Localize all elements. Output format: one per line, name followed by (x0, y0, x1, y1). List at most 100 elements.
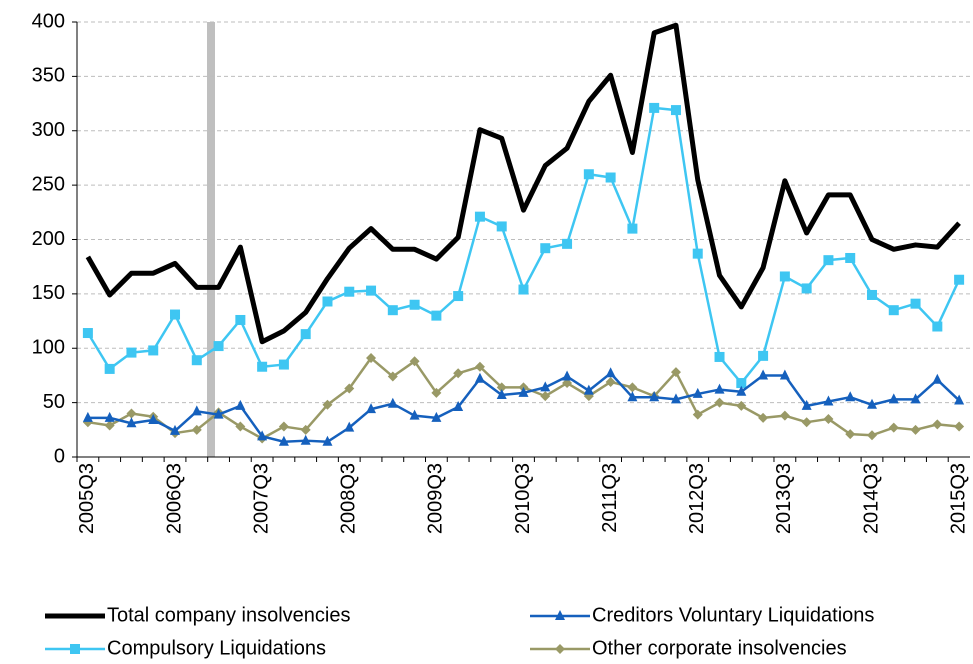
point-marker (518, 386, 529, 397)
point-marker (409, 299, 420, 310)
point-marker (845, 252, 856, 263)
point-marker (779, 410, 790, 421)
point-marker (322, 399, 333, 410)
point-marker (649, 391, 660, 402)
point-marker (779, 271, 790, 282)
point-marker (692, 248, 703, 259)
point-marker (387, 371, 398, 382)
point-marker (801, 417, 812, 428)
point-marker (954, 421, 965, 432)
point-marker (736, 378, 747, 389)
point-marker (409, 409, 420, 420)
point-marker (932, 321, 943, 332)
point-marker (366, 403, 377, 414)
x-tick-label: 2007Q3 (250, 463, 272, 534)
point-marker (322, 435, 333, 446)
point-marker (888, 393, 899, 404)
point-marker (888, 305, 899, 316)
y-tick-label: 100 (32, 337, 65, 359)
point-marker (866, 289, 877, 300)
point-marker (518, 284, 529, 295)
point-marker (932, 419, 943, 430)
point-marker (714, 383, 725, 394)
point-marker (496, 382, 507, 393)
point-marker (387, 397, 398, 408)
point-marker (257, 361, 268, 372)
point-marker (670, 367, 681, 378)
point-marker (758, 369, 769, 380)
legend-marker (555, 610, 565, 620)
point-marker (235, 421, 246, 432)
point-marker (344, 286, 355, 297)
point-marker (104, 411, 115, 422)
point-marker (583, 169, 594, 180)
point-marker (823, 413, 834, 424)
point-marker (540, 391, 551, 402)
point-marker (801, 399, 812, 410)
point-marker (692, 387, 703, 398)
point-marker (300, 434, 311, 445)
point-marker (278, 421, 289, 432)
x-tick-label: 2015Q3 (947, 463, 969, 534)
point-marker (736, 385, 747, 396)
y-tick-label: 200 (32, 228, 65, 250)
legend-label: Creditors Voluntary Liquidations (592, 604, 874, 626)
point-marker (562, 238, 573, 249)
point-marker (540, 381, 551, 392)
point-marker (300, 424, 311, 435)
legend-marker (70, 644, 80, 654)
point-marker (474, 211, 485, 222)
point-marker (496, 389, 507, 400)
point-marker (104, 363, 115, 374)
point-marker (758, 350, 769, 361)
x-tick-label: 2010Q3 (512, 463, 534, 534)
point-marker (954, 274, 965, 285)
x-tick-label: 2008Q3 (338, 463, 360, 534)
point-marker (235, 314, 246, 325)
point-marker (866, 398, 877, 409)
point-marker (605, 376, 616, 387)
point-marker (322, 296, 333, 307)
point-marker (823, 395, 834, 406)
point-marker (431, 310, 442, 321)
legend-label: Other corporate insolvencies (592, 637, 847, 659)
point-marker (910, 298, 921, 309)
legend-label: Total company insolvencies (107, 604, 350, 626)
point-marker (888, 422, 899, 433)
point-marker (191, 355, 202, 366)
legend-label: Compulsory Liquidations (107, 637, 326, 659)
point-marker (954, 394, 965, 405)
point-marker (213, 341, 224, 352)
point-marker (823, 255, 834, 266)
x-tick-label: 2011Q3 (599, 463, 621, 533)
point-marker (104, 420, 115, 431)
point-marker (148, 345, 159, 356)
point-marker (453, 291, 464, 302)
point-marker (605, 172, 616, 183)
point-marker (562, 370, 573, 381)
y-tick-label: 250 (32, 173, 65, 195)
point-marker (605, 367, 616, 378)
point-marker (82, 411, 93, 422)
point-marker (366, 353, 377, 364)
point-marker (278, 435, 289, 446)
point-marker (801, 283, 812, 294)
point-marker (453, 368, 464, 379)
point-marker (845, 429, 856, 440)
y-tick-label: 0 (54, 445, 65, 467)
point-marker (670, 393, 681, 404)
point-marker (910, 393, 921, 404)
point-marker (257, 430, 268, 441)
point-marker (453, 400, 464, 411)
point-marker (627, 382, 638, 393)
point-marker (431, 387, 442, 398)
point-marker (758, 412, 769, 423)
point-marker (387, 305, 398, 316)
x-tick-label: 2012Q3 (686, 463, 708, 534)
point-marker (562, 378, 573, 389)
point-marker (932, 373, 943, 384)
point-marker (191, 424, 202, 435)
point-marker (583, 384, 594, 395)
